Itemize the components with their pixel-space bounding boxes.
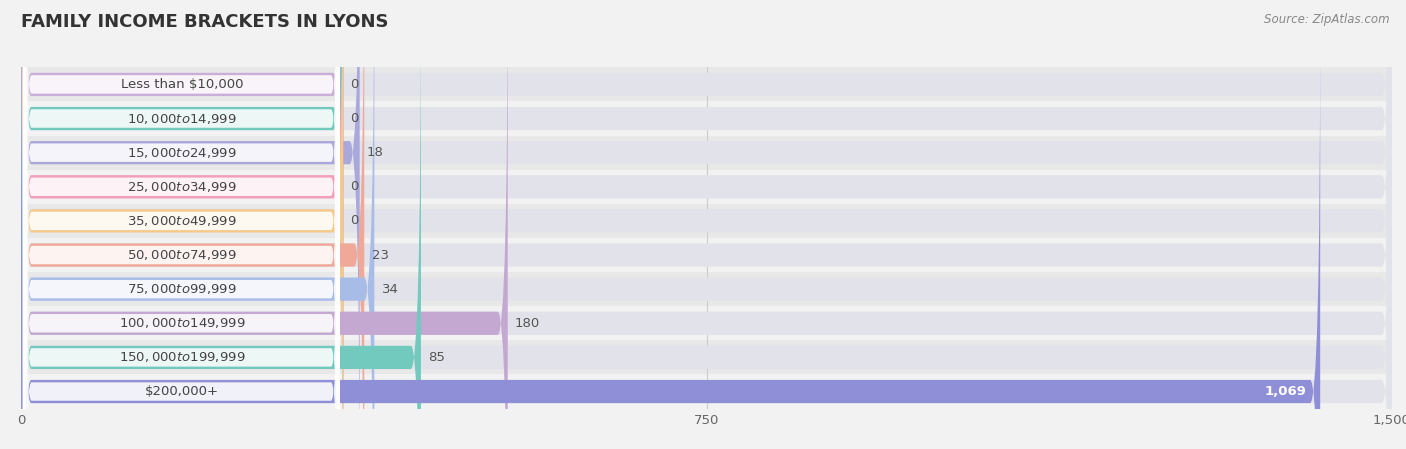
Bar [21, 238, 1392, 272]
FancyBboxPatch shape [22, 0, 340, 428]
FancyBboxPatch shape [21, 0, 1392, 449]
Text: Source: ZipAtlas.com: Source: ZipAtlas.com [1264, 13, 1389, 26]
FancyBboxPatch shape [21, 0, 1392, 448]
FancyBboxPatch shape [21, 28, 1392, 449]
FancyBboxPatch shape [22, 48, 340, 449]
Bar [21, 136, 1392, 170]
FancyBboxPatch shape [21, 0, 1392, 449]
Bar [21, 101, 1392, 136]
FancyBboxPatch shape [21, 0, 343, 449]
Text: FAMILY INCOME BRACKETS IN LYONS: FAMILY INCOME BRACKETS IN LYONS [21, 13, 388, 31]
Bar [21, 170, 1392, 204]
FancyBboxPatch shape [22, 13, 340, 449]
Text: 0: 0 [350, 78, 359, 91]
FancyBboxPatch shape [22, 0, 340, 449]
Text: 18: 18 [367, 146, 384, 159]
FancyBboxPatch shape [21, 0, 1392, 449]
FancyBboxPatch shape [21, 0, 1392, 449]
Text: $50,000 to $74,999: $50,000 to $74,999 [128, 248, 238, 262]
Text: $35,000 to $49,999: $35,000 to $49,999 [128, 214, 238, 228]
Bar [21, 67, 1392, 101]
FancyBboxPatch shape [22, 0, 340, 449]
FancyBboxPatch shape [22, 0, 340, 449]
FancyBboxPatch shape [21, 0, 364, 449]
Text: $100,000 to $149,999: $100,000 to $149,999 [120, 316, 246, 330]
FancyBboxPatch shape [22, 0, 340, 449]
Text: 1,069: 1,069 [1264, 385, 1306, 398]
FancyBboxPatch shape [21, 0, 420, 449]
FancyBboxPatch shape [22, 0, 340, 394]
Text: $15,000 to $24,999: $15,000 to $24,999 [128, 145, 238, 160]
FancyBboxPatch shape [22, 0, 340, 449]
FancyBboxPatch shape [21, 0, 343, 448]
Bar [21, 272, 1392, 306]
Text: $25,000 to $34,999: $25,000 to $34,999 [128, 180, 238, 194]
FancyBboxPatch shape [22, 82, 340, 449]
FancyBboxPatch shape [21, 0, 1392, 449]
Text: Less than $10,000: Less than $10,000 [121, 78, 243, 91]
Bar [21, 340, 1392, 374]
FancyBboxPatch shape [21, 28, 1320, 449]
Text: $10,000 to $14,999: $10,000 to $14,999 [128, 111, 238, 126]
FancyBboxPatch shape [21, 0, 1392, 449]
Text: 23: 23 [371, 249, 388, 261]
Bar [21, 204, 1392, 238]
FancyBboxPatch shape [21, 0, 1392, 449]
Text: 180: 180 [515, 317, 540, 330]
Text: 0: 0 [350, 180, 359, 193]
FancyBboxPatch shape [21, 0, 508, 449]
Bar [21, 374, 1392, 409]
FancyBboxPatch shape [21, 0, 374, 449]
Text: $75,000 to $99,999: $75,000 to $99,999 [128, 282, 238, 296]
Text: 0: 0 [350, 112, 359, 125]
Bar [21, 306, 1392, 340]
FancyBboxPatch shape [21, 0, 1392, 449]
FancyBboxPatch shape [21, 0, 343, 449]
FancyBboxPatch shape [21, 0, 343, 449]
Text: $150,000 to $199,999: $150,000 to $199,999 [120, 350, 246, 365]
Text: 0: 0 [350, 215, 359, 227]
Text: 85: 85 [429, 351, 446, 364]
Text: $200,000+: $200,000+ [145, 385, 219, 398]
FancyBboxPatch shape [21, 0, 360, 449]
Text: 34: 34 [381, 283, 398, 295]
